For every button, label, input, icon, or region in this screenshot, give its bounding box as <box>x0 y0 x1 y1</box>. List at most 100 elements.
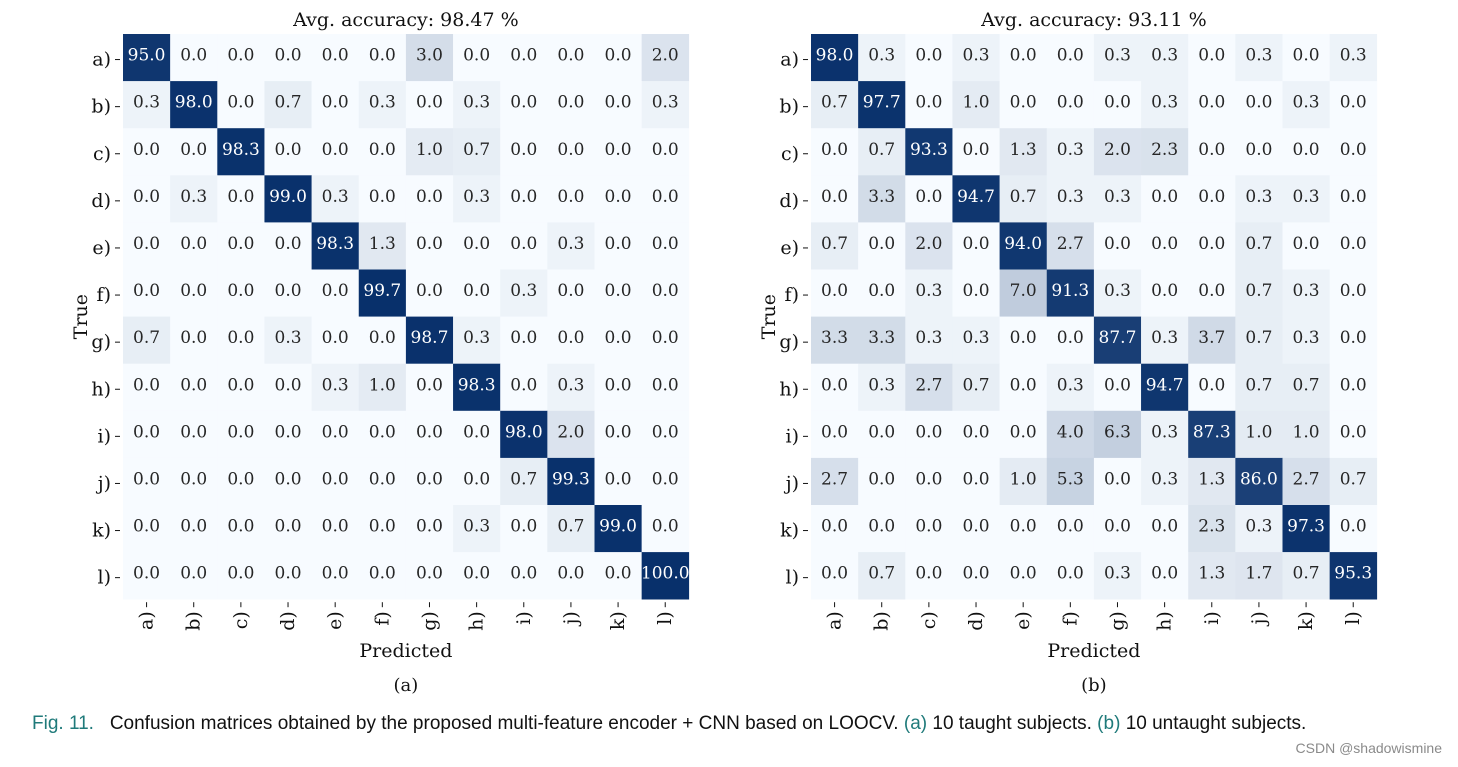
heatmap-cell <box>217 175 265 223</box>
heatmap-cell <box>1188 128 1236 176</box>
cell-value-label: 0.0 <box>1151 281 1178 301</box>
cell-value-label: 0.0 <box>416 375 443 395</box>
heatmap-cell <box>1141 505 1189 553</box>
y-tick-label: e) <box>780 237 799 259</box>
caption-ref-b[interactable]: (b) <box>1097 713 1121 734</box>
caption-text-a: 10 taught subjects. <box>932 713 1092 734</box>
heatmap-cell <box>1188 410 1236 459</box>
cell-value-label: 0.0 <box>821 281 848 301</box>
heatmap-cell <box>547 316 595 364</box>
heatmap-cell <box>358 222 407 270</box>
cell-value-label: 0.0 <box>180 564 207 584</box>
heatmap-cell <box>264 505 312 553</box>
heatmap-cell <box>311 457 360 506</box>
heatmap-cell <box>1329 316 1378 364</box>
heatmap-cell <box>594 505 642 553</box>
cell-value-label: 0.0 <box>180 140 207 160</box>
cell-value-label: 0.3 <box>275 328 302 348</box>
cell-value-label: 2.0 <box>557 422 584 442</box>
cell-value-label: 0.0 <box>133 564 160 584</box>
cell-value-label: 0.0 <box>275 517 302 537</box>
y-tick-label: e) <box>92 237 111 259</box>
cell-value-label: 0.0 <box>275 234 302 254</box>
cell-value-label: 0.0 <box>652 469 679 489</box>
heatmap-cell <box>811 81 859 129</box>
heatmap-cell <box>1093 363 1142 412</box>
subfigure-label: (b) <box>1081 675 1107 696</box>
cell-value-label: 98.0 <box>505 422 543 442</box>
cell-value-label: 1.3 <box>1198 564 1225 584</box>
heatmap-cell <box>453 269 501 317</box>
cell-value-label: 0.0 <box>1104 234 1131 254</box>
cell-value-label: 0.0 <box>557 328 584 348</box>
cell-value-label: 0.0 <box>275 46 302 66</box>
heatmap-cell <box>594 457 642 506</box>
cell-value-label: 0.0 <box>868 234 895 254</box>
cell-value-label: 0.0 <box>463 469 490 489</box>
heatmap-cell <box>1235 222 1283 270</box>
cell-value-label: 0.7 <box>1293 564 1320 584</box>
heatmap-cell <box>217 457 265 506</box>
y-tick-label: a) <box>92 49 111 71</box>
cell-value-label: 0.0 <box>915 517 942 537</box>
heatmap-cell <box>641 222 690 270</box>
cell-value-label: 1.0 <box>1245 422 1272 442</box>
heatmap-cell <box>217 81 265 129</box>
heatmap-cell <box>1329 128 1378 176</box>
cell-value-label: 0.0 <box>1245 140 1272 160</box>
cell-value-label: 98.7 <box>411 328 449 348</box>
heatmap-cell <box>952 363 1000 412</box>
heatmap-cell <box>905 457 953 506</box>
cell-value-label: 0.0 <box>133 469 160 489</box>
cell-value-label: 94.0 <box>1004 234 1042 254</box>
caption-ref-a[interactable]: (a) <box>903 713 928 734</box>
heatmap-cell <box>170 505 218 553</box>
heatmap-cell <box>1046 34 1095 82</box>
heatmap-cell <box>811 505 859 553</box>
cell-value-label: 99.3 <box>552 469 590 489</box>
cell-value-label: 0.0 <box>1104 469 1131 489</box>
cell-value-label: 0.0 <box>652 187 679 207</box>
cell-value-label: 0.0 <box>605 328 632 348</box>
heatmap-cell <box>594 363 642 412</box>
heatmap-cell <box>547 457 595 506</box>
heatmap-cell <box>405 269 454 317</box>
chart-title: Avg. accuracy: 98.47 % <box>292 9 519 31</box>
heatmap-cell <box>952 34 1000 82</box>
heatmap-cell <box>500 269 548 317</box>
heatmap-cell <box>858 175 906 223</box>
heatmap-cell <box>999 128 1048 176</box>
heatmap-cell <box>1282 34 1330 82</box>
heatmap-cell <box>811 457 859 506</box>
cell-value-label: 0.0 <box>605 375 632 395</box>
cell-value-label: 0.0 <box>1057 564 1084 584</box>
heatmap-cell <box>1329 175 1378 223</box>
subfigure-label: (a) <box>394 675 419 696</box>
cell-value-label: 0.7 <box>868 140 895 160</box>
figure-caption: Fig. 11. Confusion matrices obtained by … <box>32 712 1422 736</box>
cell-value-label: 0.0 <box>1057 46 1084 66</box>
heatmap-cell <box>1046 552 1095 600</box>
cell-value-label: 0.0 <box>227 328 254 348</box>
heatmap-cell <box>264 363 312 412</box>
cell-value-label: 0.0 <box>605 187 632 207</box>
cell-value-label: 0.0 <box>180 469 207 489</box>
heatmap-cell <box>1141 457 1189 506</box>
heatmap-cell <box>123 410 171 459</box>
heatmap-cell <box>858 128 906 176</box>
heatmap-cell <box>905 552 953 600</box>
heatmap-cell <box>500 222 548 270</box>
heatmap-cell <box>1329 505 1378 553</box>
cell-value-label: 98.0 <box>175 93 213 113</box>
cell-value-label: 0.0 <box>1198 46 1225 66</box>
y-tick-label: f) <box>785 284 799 306</box>
heatmap-cell <box>811 316 859 364</box>
heatmap-cell <box>358 410 407 459</box>
cell-value-label: 0.0 <box>1057 93 1084 113</box>
heatmap-cell <box>1282 410 1330 459</box>
cell-value-label: 0.0 <box>322 281 349 301</box>
cell-value-label: 0.3 <box>1057 140 1084 160</box>
heatmap-cell <box>641 81 690 129</box>
heatmap-cell <box>1235 505 1283 553</box>
heatmap-cell <box>500 81 548 129</box>
